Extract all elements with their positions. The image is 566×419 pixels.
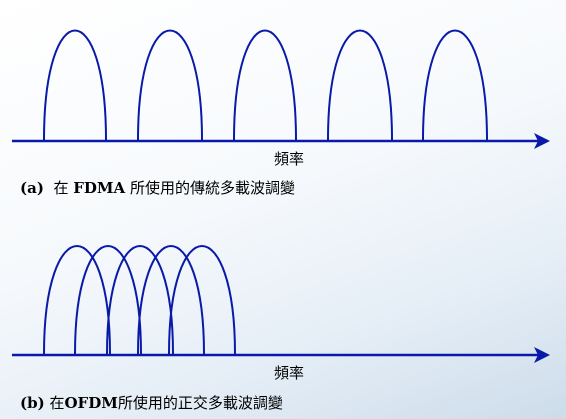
panel-b-caption: (b) 在OFDM所使用的正交多載波調變 (20, 392, 283, 413)
panel-b-caption-post: 所使用的正交多載波調變 (117, 394, 283, 412)
panel-a-carrier-5 (422, 29, 488, 141)
panel-a-carrier-1 (43, 29, 107, 141)
panel-a-carrier-2 (137, 29, 203, 141)
panel-a-caption: (a) 在 FDMA 所使用的傳統多載波調變 (20, 177, 295, 198)
panel-b-caption-pre: 在 (49, 394, 65, 412)
panel-b-caption-prefix: (b) (20, 394, 45, 412)
panel-b-carrier-3 (106, 245, 174, 355)
panel-a-caption-post: 所使用的傳統多載波調變 (129, 179, 295, 197)
panel-a-carrier-4 (327, 29, 393, 141)
panel-b-carrier-2 (74, 245, 142, 355)
panel-a-axis-label: 頻率 (274, 150, 305, 168)
panel-a-caption-prefix: (a) (20, 179, 44, 197)
panel-b-carriers (43, 245, 236, 355)
panel-b-arrowhead (534, 347, 550, 363)
panel-b-caption-bold: OFDM (64, 394, 118, 412)
panel-a-carriers (43, 29, 488, 141)
panel-a-axis (12, 133, 550, 149)
panel-a-caption-bold: FDMA (73, 179, 126, 197)
panel-b-carrier-4 (137, 245, 205, 355)
panel-a-caption-pre: 在 (53, 179, 69, 197)
panel-b-carrier-1 (43, 245, 111, 355)
panel-a-arrowhead (534, 133, 550, 149)
panel-b-axis-label: 頻率 (274, 364, 305, 382)
panel-a-carrier-3 (233, 29, 297, 141)
panel-b-axis (12, 347, 550, 363)
panel-b-carrier-5 (168, 245, 236, 355)
